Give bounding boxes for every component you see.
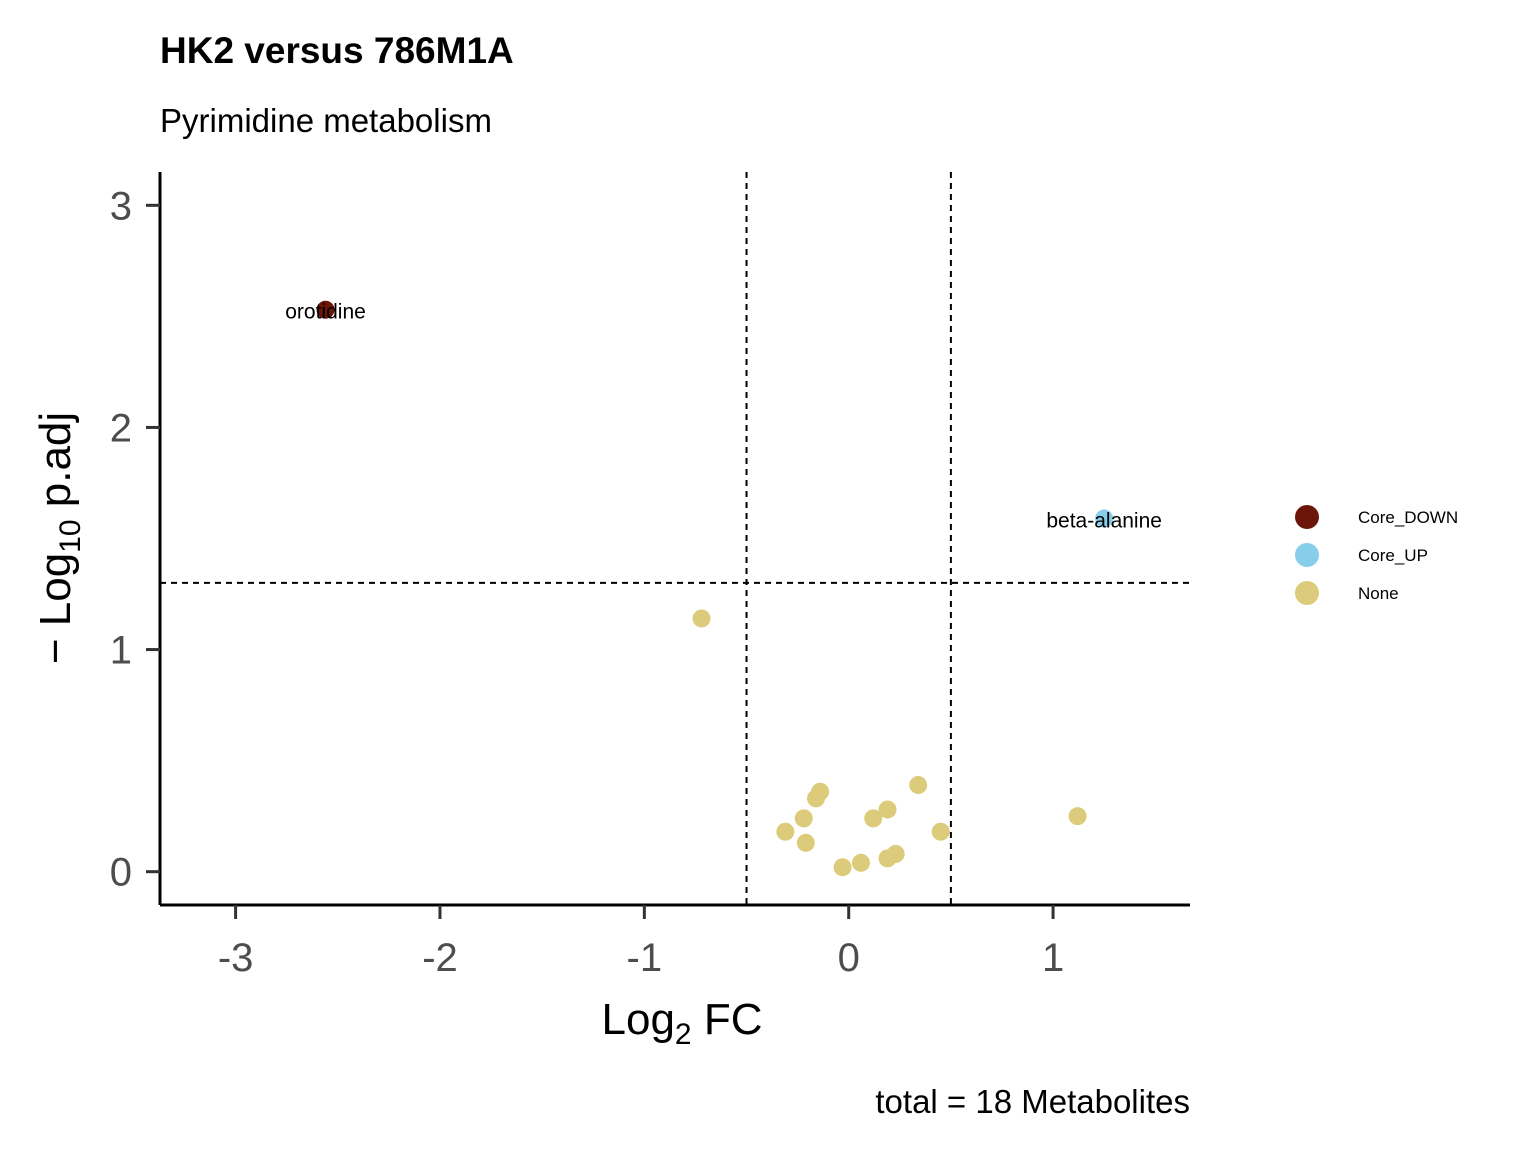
y-axis-ticks: 0 1 2 3 bbox=[110, 184, 160, 895]
chart-subtitle: Pyrimidine metabolism bbox=[160, 102, 492, 139]
point-labels: orotidine beta-alanine bbox=[285, 301, 1162, 533]
data-point bbox=[931, 822, 950, 841]
point-label: beta-alanine bbox=[1046, 510, 1162, 533]
y-axis-title-prefix: − Log bbox=[31, 553, 80, 664]
y-axis-title-subscript: 10 bbox=[54, 519, 87, 552]
data-point bbox=[796, 833, 815, 852]
y-tick-label: 2 bbox=[110, 406, 132, 450]
x-axis-title-rest: FC bbox=[692, 995, 763, 1044]
x-tick-label: -1 bbox=[627, 936, 663, 980]
y-tick-label: 3 bbox=[110, 184, 132, 228]
chart-caption: total = 18 Metabolites bbox=[875, 1083, 1190, 1120]
legend-label: None bbox=[1358, 584, 1399, 603]
x-tick-label: -2 bbox=[422, 936, 458, 980]
data-point bbox=[316, 300, 335, 319]
point-label: orotidine bbox=[285, 301, 366, 324]
data-point bbox=[692, 609, 711, 628]
legend-label: Core_UP bbox=[1358, 546, 1428, 565]
data-point bbox=[1068, 807, 1087, 826]
data-point bbox=[811, 782, 830, 801]
x-tick-label: 0 bbox=[838, 936, 860, 980]
legend-swatch bbox=[1295, 581, 1319, 605]
x-tick-label: -3 bbox=[218, 936, 254, 980]
x-axis-title-base: Log bbox=[602, 995, 675, 1044]
data-point bbox=[909, 776, 928, 795]
legend-label: Core_DOWN bbox=[1358, 508, 1458, 527]
data-point bbox=[878, 800, 897, 819]
data-point bbox=[851, 853, 870, 872]
y-axis-title: − Log10 p.adj bbox=[31, 412, 87, 664]
x-axis-title-subscript: 2 bbox=[675, 1018, 692, 1051]
y-tick-label: 0 bbox=[110, 851, 132, 895]
legend: Core_DOWN Core_UP None bbox=[1295, 505, 1458, 605]
threshold-lines bbox=[160, 172, 1190, 905]
y-tick-label: 1 bbox=[110, 629, 132, 673]
data-points bbox=[316, 300, 1114, 877]
data-point bbox=[794, 809, 813, 828]
data-point bbox=[886, 844, 905, 863]
y-axis-title-rest: p.adj bbox=[31, 412, 80, 520]
x-axis-title: Log2 FC bbox=[602, 995, 763, 1051]
x-tick-label: 1 bbox=[1042, 936, 1064, 980]
data-point bbox=[864, 809, 883, 828]
x-axis-ticks: -3 -2 -1 0 1 bbox=[218, 905, 1064, 980]
chart-title: HK2 versus 786M1A bbox=[160, 30, 514, 71]
legend-swatch bbox=[1295, 505, 1319, 529]
data-point bbox=[776, 822, 795, 841]
data-point bbox=[1095, 509, 1114, 528]
data-point bbox=[833, 858, 852, 877]
legend-swatch bbox=[1295, 543, 1319, 567]
